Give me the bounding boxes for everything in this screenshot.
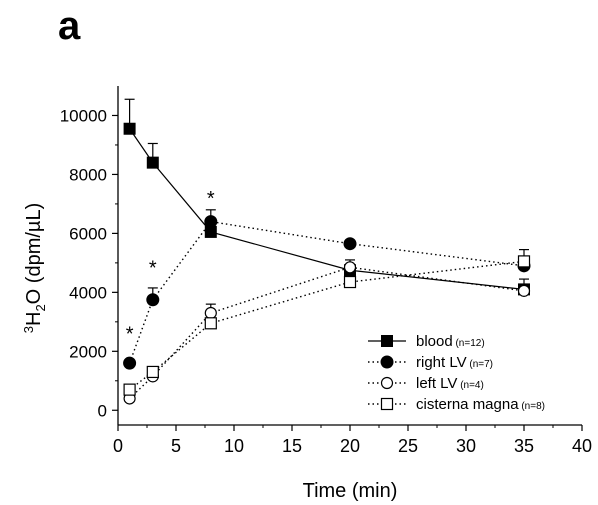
data-point bbox=[204, 215, 218, 229]
significance-star: * bbox=[207, 188, 215, 210]
data-point bbox=[123, 122, 136, 135]
y-tick-label: 10000 bbox=[60, 106, 107, 125]
y-axis-label-rest: O (dpm/µL) bbox=[23, 203, 45, 305]
data-point bbox=[146, 293, 160, 307]
y-axis-label-prefix: 3 bbox=[21, 326, 36, 333]
panel-label: a bbox=[58, 4, 81, 48]
legend-item: blood (n=12) bbox=[368, 333, 485, 350]
y-axis-label-main: H bbox=[23, 312, 45, 326]
legend-label: cisterna magna (n=8) bbox=[416, 396, 545, 413]
axes: 0 5 10 15 20 25 30 35 40 0 2000 4000 6000 8000 10000 bbox=[60, 86, 592, 456]
data-point bbox=[517, 284, 531, 297]
y-tick-label: 4000 bbox=[69, 283, 107, 302]
data-point bbox=[204, 317, 217, 330]
legend-marker bbox=[380, 397, 394, 411]
legend-item: cisterna magna (n=8) bbox=[368, 396, 545, 413]
x-tick-label: 10 bbox=[224, 436, 244, 456]
x-tick-label: 5 bbox=[171, 436, 181, 456]
legend-label: left LV (n=4) bbox=[416, 375, 484, 392]
y-tick-label: 8000 bbox=[69, 165, 107, 184]
x-tick-label: 35 bbox=[514, 436, 534, 456]
y-axis-label: 3H2O (dpm/µL) bbox=[21, 203, 48, 333]
x-tick-label: 25 bbox=[398, 436, 418, 456]
legend-item: right LV (n=7) bbox=[368, 354, 493, 371]
x-tick-label: 0 bbox=[113, 436, 123, 456]
y-tick-label: 0 bbox=[98, 401, 107, 420]
legend-label: right LV (n=7) bbox=[416, 354, 493, 371]
data-point bbox=[517, 255, 531, 268]
legend-marker bbox=[380, 376, 394, 390]
series-line bbox=[129, 266, 525, 399]
data-point bbox=[146, 365, 159, 379]
x-axis-label: Time (min) bbox=[303, 480, 398, 502]
series-blood bbox=[123, 98, 530, 296]
legend: blood (n=12) right LV (n=7) left LV (n=4) c… bbox=[368, 333, 545, 413]
data-point bbox=[146, 156, 159, 169]
data-point bbox=[123, 356, 137, 370]
significance-star: * bbox=[149, 257, 157, 279]
legend-marker bbox=[380, 355, 394, 369]
data-point bbox=[343, 261, 357, 274]
x-tick-label: 40 bbox=[572, 436, 592, 456]
y-tick-label: 2000 bbox=[69, 342, 107, 361]
series-left-LV bbox=[123, 261, 531, 405]
y-tick-label: 6000 bbox=[69, 224, 107, 243]
series-cisterna-magna bbox=[123, 249, 531, 396]
series-line bbox=[129, 128, 525, 290]
x-tick-label: 30 bbox=[456, 436, 476, 456]
data-point bbox=[204, 306, 217, 320]
series-layer bbox=[123, 98, 531, 405]
y-axis-label-sub: 2 bbox=[33, 304, 48, 311]
x-tick-label: 20 bbox=[340, 436, 360, 456]
data-point bbox=[123, 383, 136, 396]
x-tick-label: 15 bbox=[282, 436, 302, 456]
significance-star: * bbox=[126, 324, 134, 346]
legend-label: blood (n=12) bbox=[416, 333, 485, 350]
annotation-layer: * * * bbox=[126, 188, 215, 346]
data-point bbox=[343, 237, 357, 251]
data-point bbox=[343, 275, 357, 289]
legend-item: left LV (n=4) bbox=[368, 375, 484, 392]
legend-marker bbox=[381, 335, 393, 347]
